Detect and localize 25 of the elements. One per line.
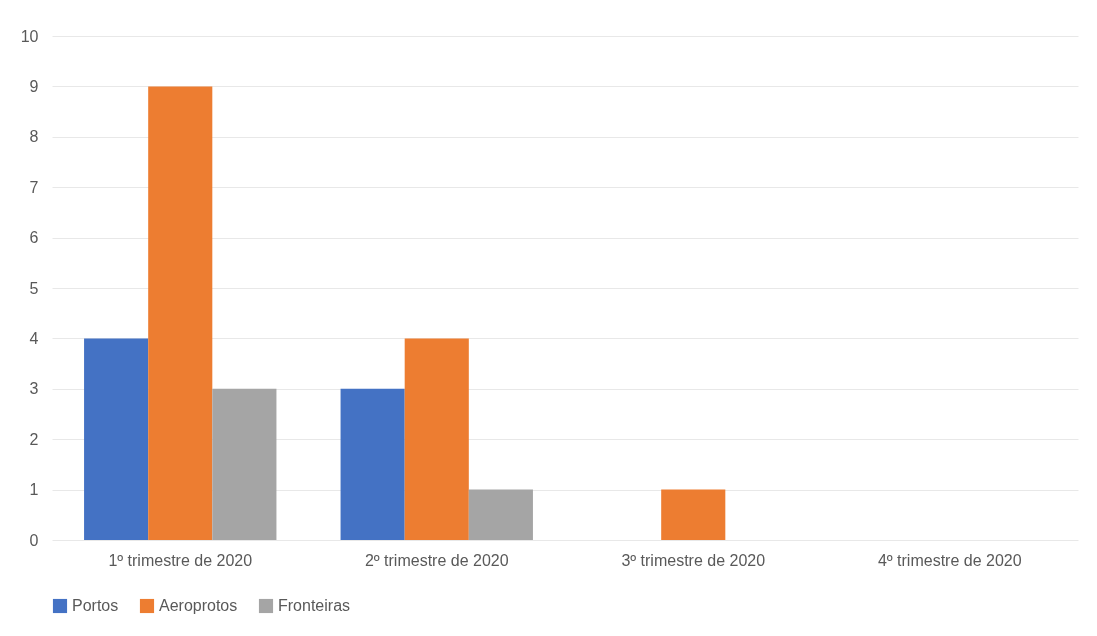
y-tick-label: 5 [29, 279, 39, 297]
bar [340, 388, 405, 540]
y-tick-label: 1 [29, 481, 39, 499]
y-tick-label: 7 [29, 178, 39, 196]
y-tick-label: 6 [29, 229, 39, 247]
x-tick-label: 1º trimestre de 2020 [108, 551, 253, 569]
bar [404, 338, 469, 540]
y-tick-label: 4 [29, 329, 39, 347]
x-tick-label: 4º trimestre de 2020 [877, 551, 1022, 569]
legend-label: Aeroprotos [159, 597, 238, 614]
bar [661, 489, 726, 540]
legend-label: Portos [72, 597, 119, 614]
y-tick-label: 2 [29, 430, 39, 448]
x-tick-label: 2º trimestre de 2020 [364, 551, 509, 569]
bar [84, 338, 149, 540]
bar [212, 388, 277, 540]
y-tick-label: 3 [29, 380, 39, 398]
x-tick-label: 3º trimestre de 2020 [621, 551, 766, 569]
y-tick-label: 9 [29, 77, 39, 95]
y-tick-label: 10 [20, 27, 39, 45]
y-tick-label: 8 [29, 128, 39, 146]
y-tick-label: 0 [29, 531, 39, 549]
bar [468, 489, 533, 540]
legend-label: Fronteiras [278, 597, 351, 614]
bar [148, 86, 213, 540]
